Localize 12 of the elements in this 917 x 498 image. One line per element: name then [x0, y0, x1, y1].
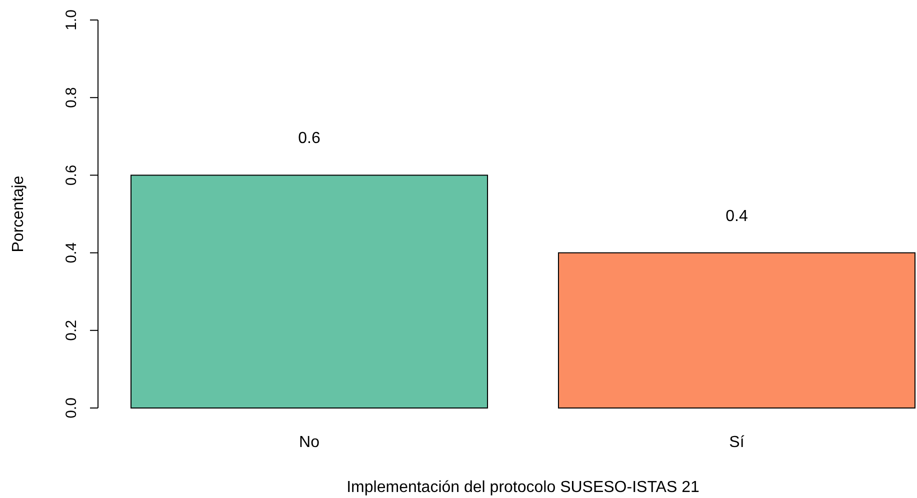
x-axis-title: Implementación del protocolo SUSESO-ISTAS 21: [346, 479, 700, 496]
y-tick-label: 0.8: [63, 87, 80, 108]
data-label: 0.4: [726, 208, 748, 225]
y-tick-label: 0.2: [63, 320, 80, 341]
y-tick-label: 0.6: [63, 164, 80, 186]
y-tick-label: 1.0: [63, 10, 80, 30]
x-tick-label: No: [299, 434, 320, 451]
x-tick-label: Sí: [729, 434, 745, 451]
y-tick-label: 0.0: [63, 398, 80, 418]
y-axis-title: Porcentaje: [10, 176, 27, 252]
data-label: 0.6: [298, 130, 320, 148]
y-tick-label: 0.4: [63, 242, 80, 264]
